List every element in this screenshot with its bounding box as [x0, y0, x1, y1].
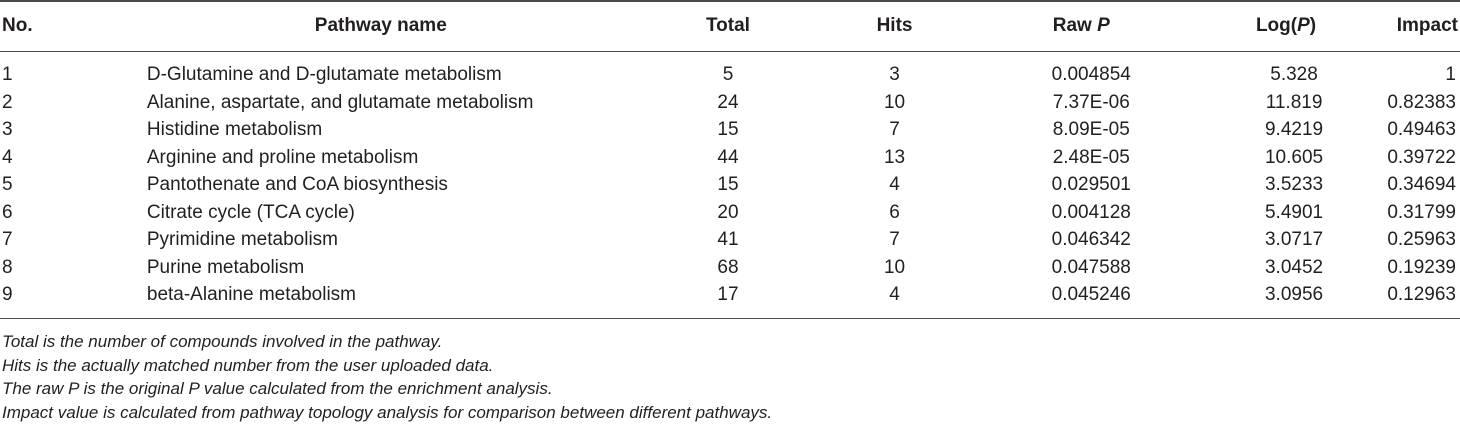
- cell-total: 5: [722, 64, 734, 86]
- cell-log-p: 10.605: [1264, 146, 1324, 168]
- header-row: No. Pathway name Total Hits Raw P Log(P)…: [0, 0, 1460, 52]
- cell-no: 9: [0, 281, 147, 319]
- cell-raw-p: 2.48E-05: [1052, 146, 1130, 168]
- cell-hits: 4: [811, 281, 978, 319]
- cell-pathway-name: Arginine and proline metabolism: [146, 146, 419, 168]
- cell-total: 17: [614, 281, 812, 319]
- header-pathway-name: Pathway name: [146, 0, 615, 52]
- cell-impact: 0.34694: [1387, 174, 1456, 196]
- cell-pathway-name: Pantothenate and CoA biosynthesis: [146, 174, 448, 196]
- cell-log-p: 3.0717: [1264, 229, 1324, 251]
- table-row: 9 beta-Alanine metabolism 17 4 0.045246 3.095…: [0, 281, 1460, 319]
- header-raw-p-italic: P: [1097, 15, 1110, 37]
- table-row: 3 Histidine metabolism 15 7 8.09E-05 9.4219 0.…: [0, 117, 1460, 145]
- cell-total: 20: [717, 201, 739, 223]
- cell-hits: 6: [889, 201, 900, 223]
- cell-raw-p: 8.09E-05: [1052, 119, 1130, 141]
- table-row: 8 Purine metabolism 68 10 0.047588 3.0452 0.19…: [0, 254, 1460, 282]
- table-header: No. Pathway name Total Hits Raw P Log(P)…: [0, 0, 1460, 52]
- cell-log-p: 11.819: [1265, 91, 1323, 113]
- header-log-p-italic: P: [1297, 15, 1310, 37]
- cell-raw-p: 0.004854: [1051, 64, 1131, 86]
- cell-total: 15: [717, 119, 739, 141]
- table-row: 4 Arginine and proline metabolism 44 13 2.48…: [0, 144, 1460, 172]
- cell-hits: 7: [889, 229, 900, 251]
- cell-no: 2: [2, 91, 13, 113]
- table-row: 7 Pyrimidine metabolism 41 7 0.046342 3.0717 0…: [0, 227, 1460, 255]
- cell-impact: 1: [1445, 64, 1456, 86]
- header-raw-p: Raw P: [977, 0, 1185, 52]
- cell-no: 4: [2, 146, 13, 168]
- header-no: No.: [0, 0, 147, 52]
- cell-pathway-name: beta-Alanine metabolism: [146, 281, 615, 319]
- cell-hits: 10: [883, 256, 906, 278]
- footnote-line: Hits is the actually matched number from…: [2, 355, 494, 375]
- table-footnotes: Total is the number of compounds involve…: [2, 330, 772, 424]
- header-total: Total: [614, 0, 812, 52]
- cell-pathway-name: Purine metabolism: [146, 256, 305, 278]
- cell-no: 7: [2, 229, 13, 251]
- cell-raw-p: 0.047588: [1051, 256, 1131, 278]
- cell-log-p: 3.0956: [1184, 281, 1388, 319]
- cell-pathway-name: Citrate cycle (TCA cycle): [146, 201, 355, 223]
- cell-impact: 0.39722: [1387, 146, 1456, 168]
- cell-pathway-name: Pyrimidine metabolism: [146, 229, 338, 251]
- header-log-p-prefix: Log(: [1255, 15, 1298, 37]
- header-log-p: Log(P): [1184, 0, 1388, 52]
- table-row: 6 Citrate cycle (TCA cycle) 20 6 0.004128 5.4…: [0, 199, 1460, 227]
- cell-impact: 0.49463: [1387, 119, 1456, 141]
- footnote-line: Total is the number of compounds involve…: [2, 332, 443, 351]
- footnote-line: Impact value is calculated from pathway …: [2, 402, 773, 422]
- cell-hits: 13: [883, 146, 906, 168]
- cell-raw-p: 0.046342: [1051, 229, 1131, 251]
- cell-impact: 0.25963: [1387, 229, 1456, 251]
- cell-hits: 10: [883, 91, 906, 113]
- cell-impact: 0.12963: [1387, 281, 1460, 319]
- cell-impact: 0.19239: [1387, 256, 1456, 278]
- cell-raw-p: 0.004128: [1051, 201, 1131, 223]
- cell-total: 68: [717, 256, 739, 278]
- cell-log-p: 3.5233: [1264, 174, 1324, 196]
- cell-total: 41: [717, 229, 739, 251]
- cell-impact: 0.31799: [1387, 201, 1456, 223]
- cell-pathway-name: Histidine metabolism: [146, 119, 323, 141]
- cell-impact: 0.82383: [1387, 91, 1456, 113]
- table-row: 5 Pantothenate and CoA biosynthesis 15 4 0.0…: [0, 172, 1460, 200]
- cell-raw-p: 0.029501: [1051, 174, 1131, 196]
- cell-log-p: 9.4219: [1264, 119, 1324, 141]
- cell-hits: 7: [889, 119, 900, 141]
- cell-no: 3: [2, 119, 13, 141]
- header-impact: Impact: [1387, 0, 1460, 52]
- cell-total: 24: [717, 91, 739, 113]
- cell-no: 6: [2, 201, 13, 223]
- cell-total: 15: [717, 174, 739, 196]
- cell-hits: 4: [889, 174, 900, 196]
- cell-raw-p: 7.37E-06: [1052, 91, 1130, 113]
- cell-log-p: 5.4901: [1264, 201, 1324, 223]
- header-log-p-suffix: ): [1309, 15, 1317, 37]
- cell-no: 8: [2, 256, 13, 278]
- pathway-table: No. Pathway name Total Hits Raw P Log(P)…: [0, 0, 1460, 319]
- cell-hits: 3: [889, 64, 900, 86]
- cell-no: 5: [2, 174, 13, 196]
- cell-log-p: 3.0452: [1264, 256, 1324, 278]
- header-hits: Hits: [811, 0, 978, 52]
- cell-log-p: 5.328: [1270, 64, 1318, 86]
- header-raw-p-prefix: Raw: [1052, 15, 1098, 37]
- cell-pathway-name: Alanine, aspartate, and glutamate metabo…: [146, 91, 534, 113]
- footnote-line: The raw P is the original P value calcul…: [2, 379, 553, 398]
- cell-no: 1: [2, 64, 13, 86]
- table-row: 1 D-Glutamine and D-glutamate metabolism 5…: [0, 51, 1460, 89]
- table-row: 2 Alanine, aspartate, and glutamate metab…: [0, 89, 1460, 117]
- cell-pathway-name: D-Glutamine and D-glutamate metabolism: [146, 64, 502, 86]
- cell-total: 44: [717, 146, 739, 168]
- cell-raw-p: 0.045246: [977, 281, 1185, 319]
- table-body: 1 D-Glutamine and D-glutamate metabolism 5…: [0, 51, 1460, 319]
